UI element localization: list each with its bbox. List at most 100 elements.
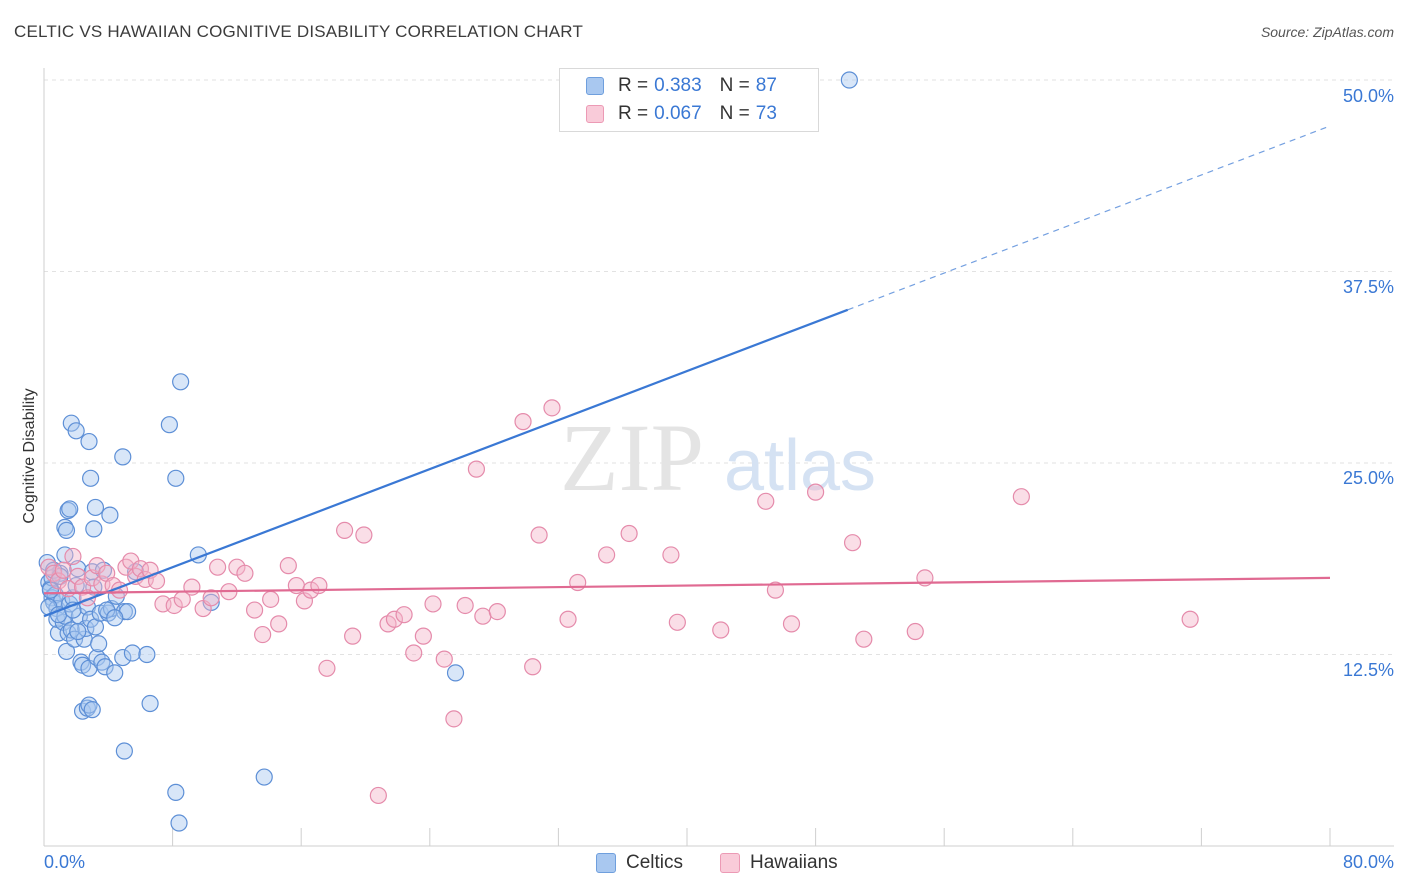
n-label: N = <box>719 103 750 124</box>
celtics-point[interactable] <box>80 696 98 714</box>
hawaiians-point[interactable] <box>54 561 72 579</box>
hawaiians-point[interactable] <box>855 630 873 648</box>
hawaiians-point[interactable] <box>530 526 548 544</box>
celtics-point[interactable] <box>83 701 101 719</box>
hawaiians-point[interactable] <box>183 578 201 596</box>
hawaiians-point[interactable] <box>279 557 297 575</box>
y-tick-label-25: 25.0% <box>1342 468 1394 488</box>
hawaiians-point[interactable] <box>424 595 442 613</box>
hawaiians-point[interactable] <box>514 413 532 431</box>
celtics-point[interactable] <box>167 783 185 801</box>
hawaiians-point[interactable] <box>355 526 373 544</box>
hawaiians-point[interactable] <box>1181 610 1199 628</box>
hawaiians-swatch <box>586 105 604 123</box>
hawaiians-point[interactable] <box>662 546 680 564</box>
hawaiians-point[interactable] <box>474 607 492 625</box>
celtics-point[interactable] <box>61 500 79 518</box>
celtics-point[interactable] <box>69 622 87 641</box>
hawaiians-point[interactable] <box>488 603 506 621</box>
celtics-point[interactable] <box>82 469 100 487</box>
hawaiians-point[interactable] <box>245 601 264 619</box>
celtics-point[interactable] <box>106 664 124 682</box>
trend-lines <box>43 125 1331 618</box>
hawaiians-point[interactable] <box>569 573 587 592</box>
hawaiians-point[interactable] <box>405 644 423 662</box>
legend-item-celtics[interactable]: Celtics <box>596 852 683 874</box>
hawaiians-point[interactable] <box>414 627 432 645</box>
stats-legend: R = 0.383 N = 87 R = 0.067 N = 73 <box>559 68 819 132</box>
celtics-point[interactable] <box>138 645 156 664</box>
hawaiians-trend-line <box>43 576 1331 595</box>
hawaiians-point[interactable] <box>559 610 577 628</box>
celtics-point[interactable] <box>160 416 178 434</box>
hawaiians-point[interactable] <box>310 576 328 595</box>
hawaiians-point[interactable] <box>395 606 413 624</box>
x-tick-label-min: 0.0% <box>44 852 86 872</box>
celtics-legend-swatch <box>596 853 616 873</box>
hawaiians-point[interactable] <box>209 558 227 576</box>
celtics-point[interactable] <box>62 621 80 639</box>
celtics-point[interactable] <box>85 520 103 538</box>
hawaiians-point[interactable] <box>318 659 336 677</box>
hawaiians-point[interactable] <box>295 592 314 610</box>
celtics-point[interactable] <box>123 644 142 662</box>
celtics-point[interactable] <box>57 642 76 661</box>
celtics-point[interactable] <box>255 768 273 786</box>
celtics-point[interactable] <box>114 448 132 466</box>
data-points <box>38 71 1199 832</box>
celtics-trend-projection <box>847 125 1331 311</box>
hawaiians-point[interactable] <box>712 621 730 639</box>
celtics-point[interactable] <box>170 814 188 832</box>
hawaiians-point[interactable] <box>202 589 220 607</box>
celtics-point[interactable] <box>86 498 105 517</box>
hawaiians-point[interactable] <box>236 564 254 582</box>
hawaiians-point[interactable] <box>598 546 616 564</box>
hawaiians-point[interactable] <box>906 622 924 641</box>
celtics-point[interactable] <box>96 658 114 676</box>
celtics-point[interactable] <box>167 469 185 487</box>
celtics-point[interactable] <box>57 521 76 540</box>
celtics-point[interactable] <box>49 624 68 642</box>
y-tick-label-12-5: 12.5% <box>1342 660 1394 680</box>
hawaiians-point[interactable] <box>766 581 785 599</box>
hawaiians-point[interactable] <box>270 615 288 633</box>
hawaiians-point[interactable] <box>1012 488 1030 506</box>
hawaiians-point[interactable] <box>64 547 82 566</box>
celtics-point[interactable] <box>106 609 124 627</box>
hawaiians-point[interactable] <box>336 521 354 540</box>
hawaiians-point[interactable] <box>344 627 362 645</box>
n-value: 87 <box>755 75 777 96</box>
celtics-point[interactable] <box>840 71 858 89</box>
celtics-point[interactable] <box>172 373 190 391</box>
hawaiians-point[interactable] <box>467 460 486 478</box>
hawaiians-point[interactable] <box>262 590 280 608</box>
hawaiians-point[interactable] <box>254 625 272 644</box>
r-value: 0.067 <box>654 103 702 124</box>
hawaiians-point[interactable] <box>69 567 87 585</box>
celtics-point[interactable] <box>141 694 159 713</box>
celtics-point[interactable] <box>101 506 119 524</box>
r-label: R = <box>618 75 649 96</box>
legend-item-hawaiians[interactable]: Hawaiians <box>720 852 838 874</box>
hawaiians-point[interactable] <box>445 710 463 728</box>
chart-title: CELTIC VS HAWAIIAN COGNITIVE DISABILITY … <box>14 22 584 41</box>
celtics-point[interactable] <box>114 648 132 667</box>
hawaiians-point[interactable] <box>369 786 387 805</box>
hawaiians-point[interactable] <box>620 524 638 543</box>
hawaiians-point[interactable] <box>524 658 542 676</box>
hawaiians-point[interactable] <box>385 610 404 628</box>
hawaiians-point[interactable] <box>806 483 825 501</box>
hawaiians-point[interactable] <box>757 492 775 510</box>
celtics-point[interactable] <box>446 664 465 682</box>
celtics-point[interactable] <box>80 432 98 451</box>
hawaiians-point[interactable] <box>456 596 474 615</box>
hawaiians-point[interactable] <box>668 613 686 631</box>
hawaiians-point[interactable] <box>435 650 453 668</box>
hawaiians-point[interactable] <box>543 399 561 417</box>
celtics-point[interactable] <box>90 635 108 653</box>
hawaiians-point[interactable] <box>782 615 801 633</box>
hawaiians-point[interactable] <box>843 534 862 552</box>
celtics-point[interactable] <box>93 653 111 671</box>
celtics-point[interactable] <box>115 742 133 760</box>
celtics-point[interactable] <box>67 422 85 440</box>
